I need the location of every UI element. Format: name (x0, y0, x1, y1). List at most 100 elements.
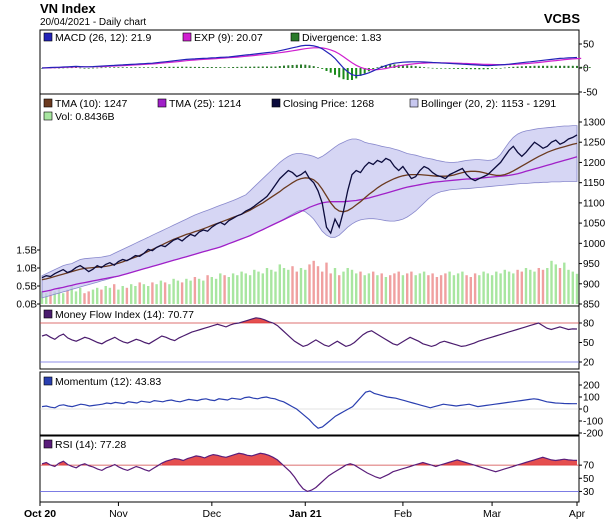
volume-bar (439, 275, 443, 304)
momentum-line (41, 390, 577, 429)
volume-bar (376, 275, 379, 304)
volume-bar (355, 273, 358, 304)
money-flow-panel: 80 50 20 (39, 305, 595, 370)
divergence-bar (287, 65, 290, 68)
legend-momentum: Momentum (12): 43.83 (55, 376, 161, 388)
legend-swatch-volume (43, 111, 53, 121)
divergence-bar (410, 65, 413, 68)
volume-bar (197, 278, 201, 304)
macd-plot-frame (39, 29, 580, 95)
volume-bar (240, 271, 243, 304)
volume-bar (176, 280, 180, 304)
legend-swatch-mfi (43, 309, 53, 319)
momentum-tick-label: -200 (583, 429, 603, 440)
divergence-bar (236, 66, 239, 68)
volume-bar (253, 269, 256, 304)
rsi-overbought-area (440, 459, 475, 466)
volume-tick-label: 1.5B (16, 246, 37, 257)
volume-bar (219, 273, 222, 304)
rsi-tick-label: 50 (583, 474, 595, 485)
divergence-bar (100, 67, 103, 69)
divergence-bar (334, 68, 336, 75)
x-tick-label: Nov (109, 508, 128, 520)
volume-bar (282, 268, 286, 304)
volume-bar (74, 291, 78, 304)
divergence-bar (134, 67, 137, 68)
volume-bar (189, 280, 192, 304)
divergence-bar (291, 65, 294, 68)
divergence-bar (308, 65, 311, 68)
volume-bar (206, 275, 209, 304)
volume-bar (461, 271, 464, 304)
volume-bar (372, 271, 375, 304)
divergence-bar (474, 68, 477, 70)
divergence-bar (155, 67, 158, 68)
volume-bar (329, 273, 332, 304)
volume-bar (159, 280, 163, 304)
exp-line (41, 47, 582, 71)
x-tick-label: Oct 20 (24, 508, 56, 520)
volume-bar (406, 273, 409, 304)
volume-bar (172, 278, 175, 304)
price-tick-label: 1250 (583, 138, 606, 149)
divergence-bar (440, 68, 443, 69)
volume-bar (418, 273, 422, 304)
volume-bar (49, 289, 52, 304)
volume-bar (79, 287, 82, 304)
volume-bar (490, 275, 494, 304)
volume-bar (295, 271, 298, 304)
volume-bar (427, 275, 430, 304)
rsi-overbought-area (414, 462, 432, 466)
volume-bar (53, 291, 56, 304)
chart-title: VN Index (40, 1, 96, 16)
volume-bar (278, 264, 281, 304)
divergence-bar (406, 65, 409, 68)
divergence-bar (465, 68, 468, 70)
volume-bar (469, 277, 472, 304)
rsi-tick-label: 30 (583, 487, 595, 498)
divergence-bar (181, 66, 184, 68)
divergence-bar (70, 67, 73, 69)
chart-subtitle: 20/04/2021 - Daily chart (40, 17, 146, 28)
legend-swatch-tma10 (43, 98, 53, 108)
divergence-bar (210, 67, 213, 68)
volume-bar (495, 271, 498, 304)
divergence-bar (206, 67, 209, 68)
volume-bar (248, 275, 252, 304)
divergence-bar (384, 65, 387, 68)
volume-bar (244, 273, 247, 304)
divergence-bar (427, 67, 430, 69)
price-tick-label: 1150 (583, 178, 605, 189)
divergence-bar (486, 68, 489, 70)
divergence-bar (580, 66, 583, 68)
volume-bar (529, 269, 532, 304)
divergence-bar (219, 67, 222, 68)
volume-bar (563, 262, 566, 304)
volume-bar (274, 271, 277, 304)
volume-bar (214, 278, 218, 304)
divergence-bar (588, 67, 591, 68)
divergence-bar (372, 68, 375, 70)
legend-volume: Vol: 0.8436B (55, 111, 115, 123)
volume-bar (444, 273, 447, 304)
price-tick-label: 900 (583, 279, 600, 290)
volume-bar (541, 269, 545, 304)
volume-bar (546, 268, 549, 304)
mfi-tick-label: 80 (583, 319, 595, 330)
divergence-bar (172, 66, 175, 68)
volume-bar (456, 273, 460, 304)
divergence-bar (448, 68, 451, 69)
divergence-bar (300, 64, 302, 68)
volume-bar (316, 266, 320, 304)
divergence-bar (512, 66, 515, 68)
divergence-bar (257, 66, 260, 68)
volume-bar (567, 269, 570, 304)
divergence-bar (546, 65, 549, 68)
x-tick-label: Dec (202, 508, 221, 520)
divergence-bar (253, 66, 256, 68)
legend-divergence: Divergence: 1.83 (302, 32, 382, 44)
divergence-bar (503, 67, 506, 69)
volume-bar (346, 268, 349, 304)
divergence-bar (312, 66, 315, 68)
volume-bar (287, 269, 290, 304)
